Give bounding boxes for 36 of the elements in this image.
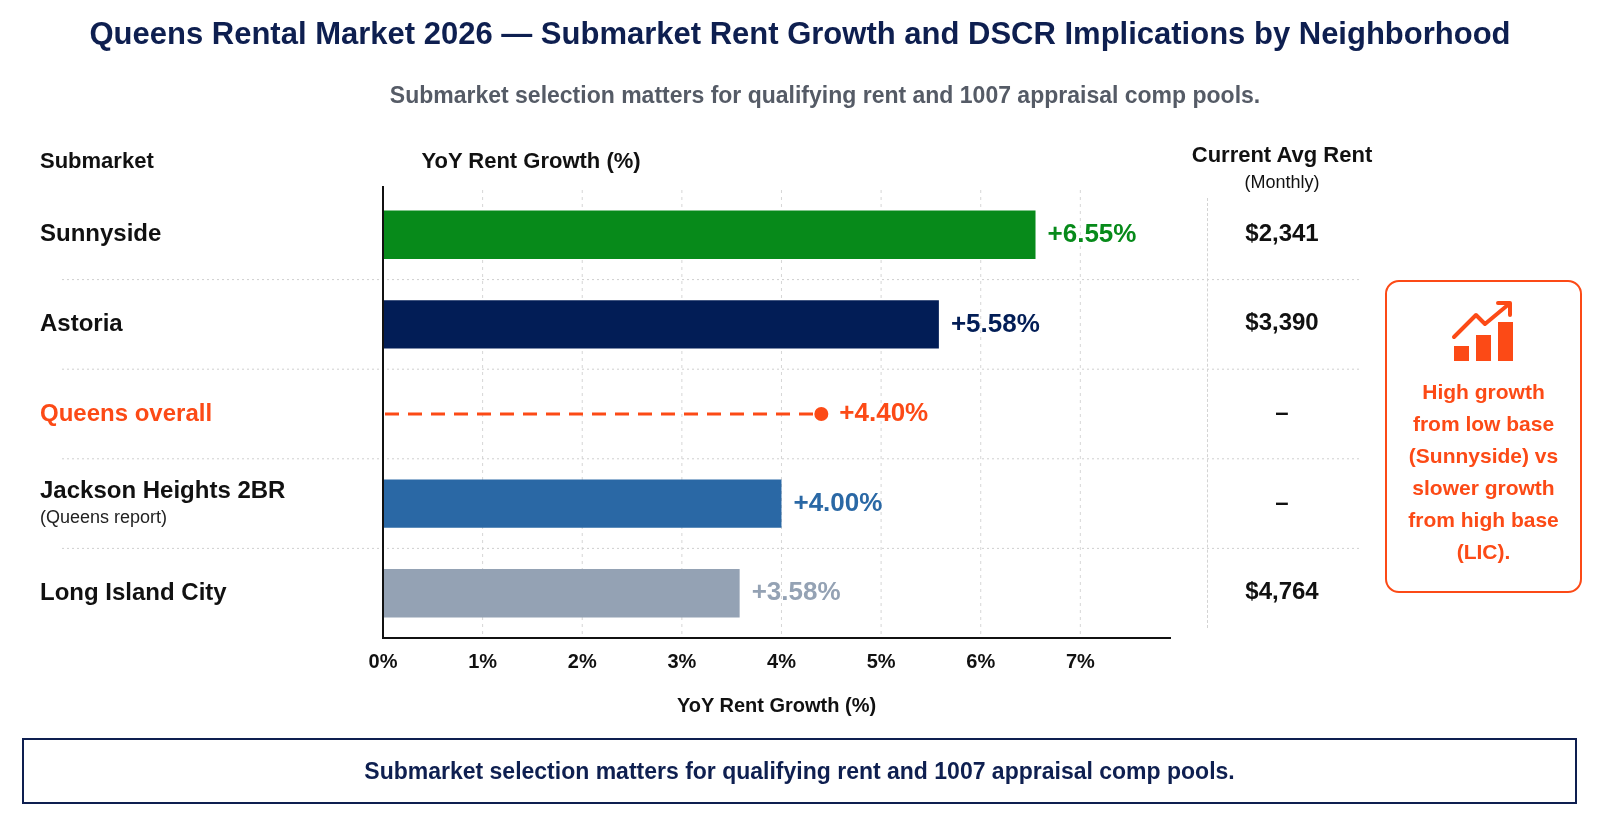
x-axis-title: YoY Rent Growth (%)	[676, 693, 877, 716]
x-tick-label: 3%	[667, 649, 697, 672]
y-axis-title: Submarket	[40, 148, 154, 174]
bar	[383, 569, 740, 618]
x-tick-label: 7%	[1065, 649, 1096, 672]
text: $3,390	[1244, 308, 1320, 338]
chart-title: Queens Rental Market 2026 — Submarket Rent Growth and DSCR Implications by Neighborhood	[89, 16, 1511, 52]
data-label: +3.58%	[751, 576, 841, 607]
text: (Monthly)	[1243, 172, 1321, 193]
x-tick-label: 4%	[767, 649, 797, 672]
text: Current Avg Rent	[1190, 142, 1374, 168]
text: $2,341	[1244, 218, 1320, 248]
data-label: +6.55%	[1047, 217, 1137, 248]
bar	[383, 479, 782, 528]
y-tick-label: Astoria	[40, 309, 124, 337]
text: $4,764	[1244, 577, 1320, 607]
text: –	[1274, 487, 1290, 517]
text: –	[1274, 398, 1290, 427]
x-tick-label: 2%	[567, 649, 597, 672]
data-label: +4.40%	[839, 397, 929, 428]
text: High growth from low base (Sunnyside) vs slower growth from high base (LIC).	[1407, 379, 1560, 565]
y-tick-label: Long Island City	[40, 577, 228, 605]
x-tick-label: 5%	[866, 649, 896, 672]
note-frame: Submarket selection matters for qualifying rent and 1007 appraisal comp pools.	[22, 738, 1577, 804]
bar	[383, 300, 939, 349]
y-tick-label: Queens overall	[40, 398, 213, 426]
data-label: +4.00%	[793, 486, 883, 517]
chart-subtitle: Submarket selection matters for qualifying rent and 1007 appraisal comp pools.	[389, 82, 1261, 108]
bar	[383, 210, 1036, 259]
x-tick-label: 1%	[468, 649, 498, 672]
x-tick-label: 6%	[966, 649, 996, 672]
x-tick-label: 0%	[368, 649, 398, 672]
y-tick-label: Jackson Heights 2BR (Queens report)	[40, 476, 286, 527]
text: YoY Rent Growth (%)	[421, 148, 641, 173]
data-label: +5.58%	[950, 307, 1040, 338]
y-tick-label: Sunnyside	[40, 219, 162, 247]
